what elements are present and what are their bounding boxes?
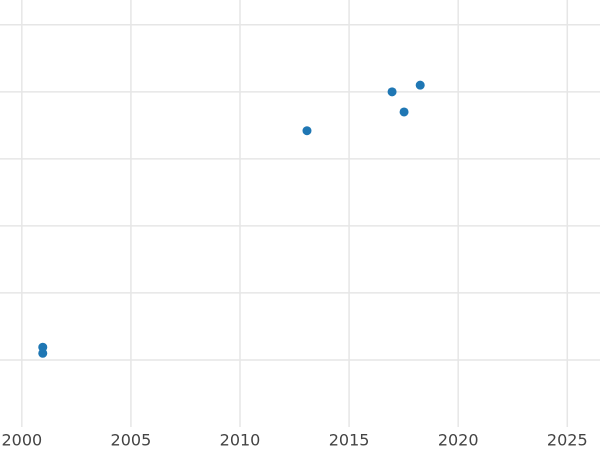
point — [302, 126, 312, 136]
x-tick-label: 2010 — [220, 431, 261, 450]
point — [415, 80, 425, 90]
x-tick-label: 2015 — [329, 431, 370, 450]
x-tick-label: 2020 — [438, 431, 479, 450]
point — [399, 107, 409, 117]
x-tick-label: 2005 — [111, 431, 152, 450]
point — [38, 348, 48, 358]
x-tick-label: 2000 — [1, 431, 42, 450]
point — [387, 87, 397, 97]
x-tick-label: 2025 — [547, 431, 588, 450]
